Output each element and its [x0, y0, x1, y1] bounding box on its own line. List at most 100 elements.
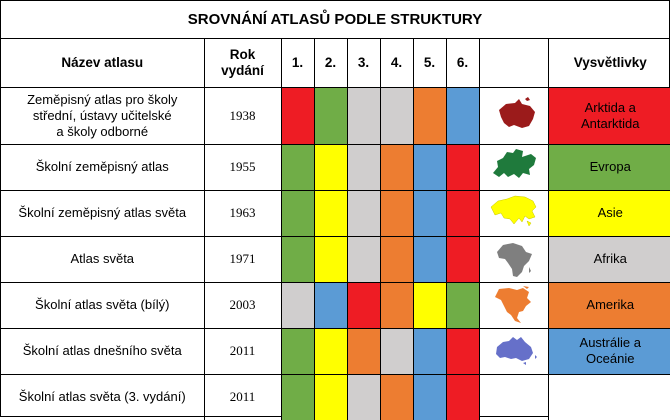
table-row: Atlas světa 1971 Afrika [1, 235, 670, 283]
section-3-color-cell [346, 373, 381, 420]
header-section-label: 1. [291, 54, 304, 70]
legend-map [478, 143, 549, 191]
section-5-color-cell [412, 189, 447, 237]
legend-label [547, 373, 670, 420]
section-2-color-cell [313, 235, 348, 283]
header-year-line: Rok [229, 46, 256, 62]
legend-label-line: Arktida a [584, 99, 636, 115]
header-section-6: 6. [445, 39, 480, 88]
legend-label: Austrálie a Oceánie [547, 327, 670, 375]
legend-label: Afrika [547, 235, 670, 283]
legend-label-line: Afrika [593, 251, 627, 266]
north-america-map-icon [494, 286, 531, 323]
header-legend: Vysvětlivky [547, 39, 670, 88]
section-2-color-cell [313, 327, 348, 375]
section-4-color-cell [379, 373, 414, 420]
section-1-color-cell [280, 235, 315, 283]
table-row: Školní atlas dnešního světa 2011 Austrálie… [1, 327, 670, 375]
table-row: Školní atlas světa (bílý) 2003 Amerika [1, 281, 670, 329]
header-section-3: 3. [346, 39, 381, 88]
header-row: Název atlasu Rok vydání 1. 2. 3. 4. 5. 6. Vysvětl… [1, 39, 670, 88]
header-section-label: 5. [423, 54, 436, 70]
section-6-color-cell [445, 327, 480, 375]
table-title: SROVNÁNÍ ATLASŮ PODLE STRUKTURY [1, 1, 669, 39]
legend-label: Asie [547, 189, 670, 237]
legend-label-line: Evropa [589, 159, 631, 174]
section-1-color-cell [280, 86, 315, 145]
atlas-name: Školní atlas světa (3. vydání) [1, 373, 205, 420]
section-4-color-cell [379, 235, 414, 283]
section-5-color-cell [412, 143, 447, 191]
section-4-color-cell [379, 189, 414, 237]
atlas-year: 2011 [203, 327, 282, 375]
legend-label-line: Amerika [586, 297, 635, 312]
atlas-name-line: Školní atlas světa (bílý) [35, 297, 170, 312]
table-row: Školní zeměpisný atlas 1955 Evropa [1, 143, 670, 191]
header-name-label: Název atlasu [61, 54, 144, 70]
legend-map [478, 281, 549, 329]
asia-map-icon [490, 195, 536, 227]
section-1-color-cell [280, 327, 315, 375]
atlas-year: 2003 [203, 281, 282, 329]
table-row: Školní atlas světa (3. vydání) 2011 [1, 373, 670, 420]
atlas-name: Atlas světa [1, 235, 205, 283]
antarctica-map-icon [498, 96, 535, 128]
section-2-color-cell [313, 189, 348, 237]
atlas-year-value: 1971 [229, 251, 256, 266]
header-legend-label: Vysvětlivky [573, 54, 647, 70]
section-5-color-cell [412, 281, 447, 329]
header-map-blank [478, 39, 549, 88]
atlas-year: 1955 [203, 143, 282, 191]
comparison-grid: Název atlasu Rok vydání 1. 2. 3. 4. 5. 6. Vysvětl… [1, 39, 670, 420]
header-section-5: 5. [412, 39, 447, 88]
section-6-color-cell [445, 373, 480, 420]
legend-label-line: Austrálie a [579, 335, 641, 350]
atlas-name-line: Školní atlas dnešního světa [22, 343, 182, 358]
atlas-year: 1963 [203, 189, 282, 237]
section-5-color-cell [412, 373, 447, 420]
atlas-year-value: 1938 [229, 107, 256, 123]
europe-map-icon [492, 149, 536, 178]
header-section-label: 4. [390, 54, 403, 70]
header-section-4: 4. [379, 39, 414, 88]
atlas-name: Školní atlas dnešního světa [1, 327, 205, 375]
header-year-line: vydání [221, 62, 264, 78]
section-5-color-cell [412, 86, 447, 145]
atlas-year-value: 1955 [229, 159, 256, 174]
header-section-label: 3. [357, 54, 370, 70]
section-3-color-cell [346, 189, 381, 237]
section-4-color-cell [379, 281, 414, 329]
atlas-year: 1938 [203, 86, 282, 145]
section-6-color-cell [445, 86, 480, 145]
atlas-year: 2011 [203, 373, 282, 420]
section-2-color-cell [313, 373, 348, 420]
legend-map [478, 327, 549, 375]
section-4-color-cell [379, 86, 414, 145]
section-6-color-cell [445, 143, 480, 191]
legend-map [478, 86, 549, 145]
atlas-name: Školní atlas světa (bílý) [1, 281, 205, 329]
legend-label: Arktida a Antarktida [547, 86, 670, 145]
section-3-color-cell [346, 281, 381, 329]
legend-label: Amerika [547, 281, 670, 329]
table-row: Zeměpisný atlas pro školy střední, ústavy… [1, 86, 670, 145]
legend-label-line: Asie [597, 205, 623, 220]
atlas-name-line: Školní zeměpisný atlas [35, 159, 169, 174]
legend-label: Evropa [547, 143, 670, 191]
atlas-name: Školní zeměpisný atlas [1, 143, 205, 191]
section-3-color-cell [346, 327, 381, 375]
legend-map [478, 373, 549, 420]
atlas-name-line: střední, ústavy učitelské [32, 107, 172, 123]
atlas-year: 1971 [203, 235, 282, 283]
section-4-color-cell [379, 143, 414, 191]
header-section-2: 2. [313, 39, 348, 88]
atlas-name-line: Zeměpisný atlas pro školy [27, 91, 178, 107]
atlas-year-value: 2003 [229, 297, 256, 312]
legend-label-line: Antarktida [580, 115, 640, 131]
atlas-year-value: 1963 [229, 205, 256, 220]
header-section-label: 2. [324, 54, 337, 70]
section-5-color-cell [412, 327, 447, 375]
atlas-year-value: 2011 [229, 389, 256, 405]
legend-map [478, 189, 549, 237]
